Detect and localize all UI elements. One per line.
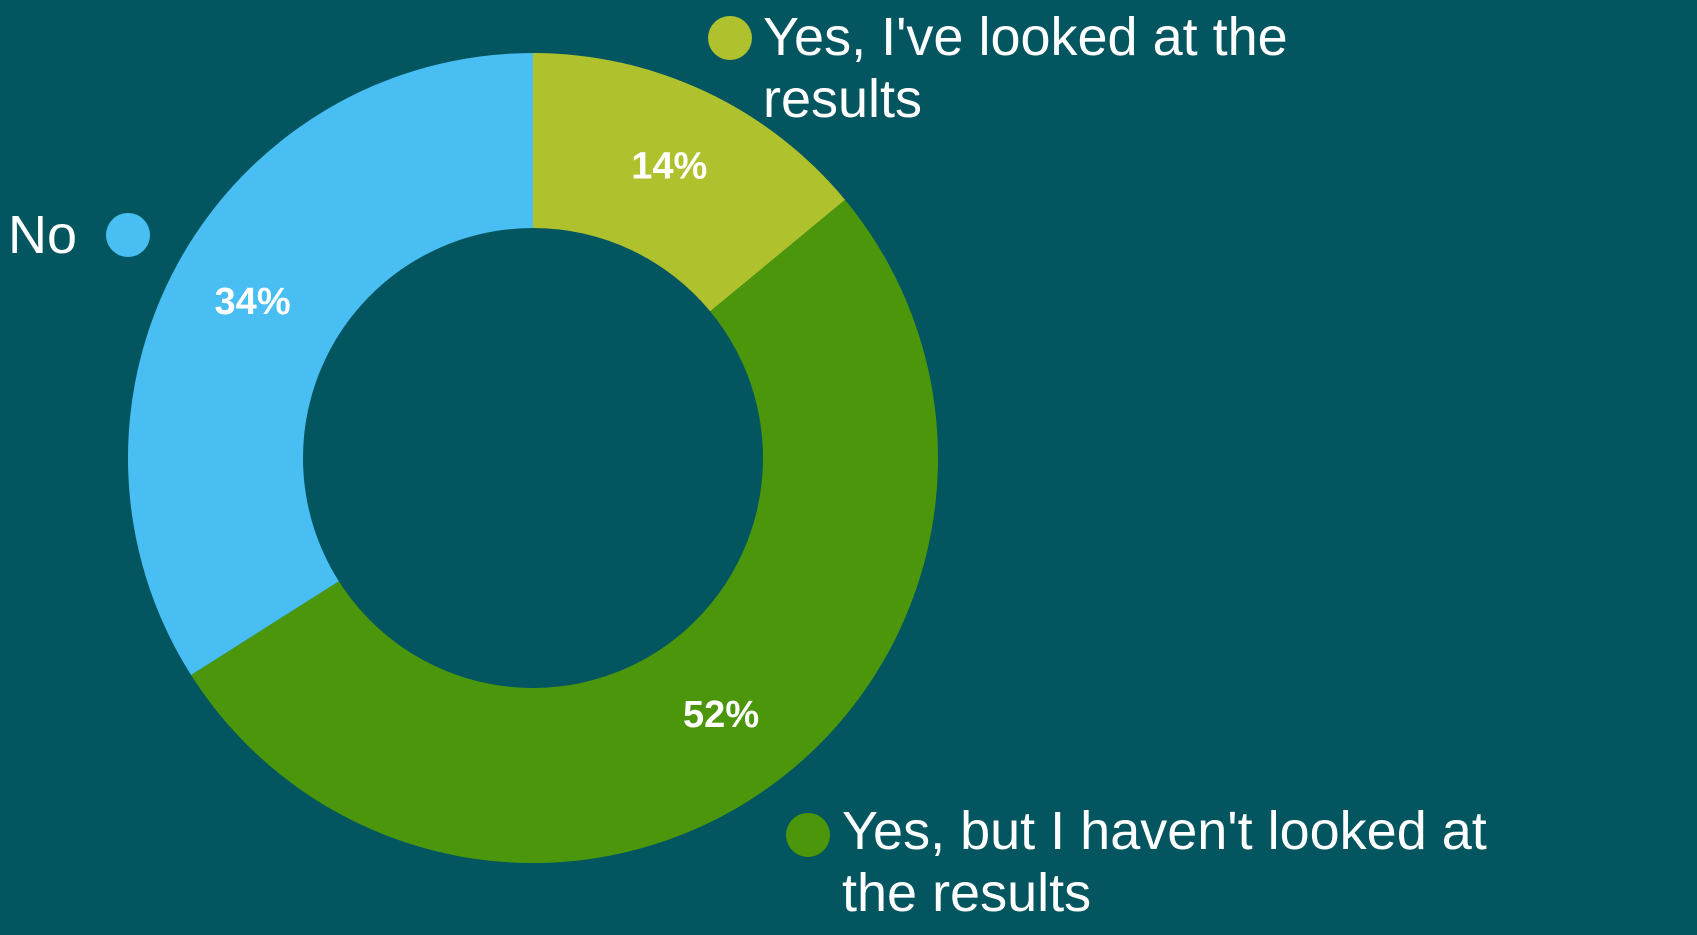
legend-label-no: No [8, 204, 77, 266]
legend-label-not-looked: Yes, but I haven't looked at the results [842, 800, 1487, 924]
legend-marker-looked [708, 16, 752, 60]
slice-looked [533, 53, 846, 312]
legend-label-not-looked-line1: Yes, but I haven't looked at [842, 801, 1487, 861]
donut-data-labels: 14% 52% 34% [215, 145, 760, 735]
donut-slices [127, 53, 938, 863]
legend-label-looked-line2: results [763, 69, 923, 129]
legend-label-looked: Yes, I've looked at the results [763, 6, 1288, 130]
data-label-no: 34% [215, 281, 291, 323]
legend-label-not-looked-line2: the results [842, 863, 1092, 923]
slice-not-looked [191, 199, 938, 863]
legend-label-no-text: No [8, 205, 78, 265]
data-label-not-looked: 52% [683, 694, 759, 736]
legend-marker-not-looked [786, 813, 830, 857]
data-label-looked: 14% [631, 145, 707, 187]
legend-label-looked-line1: Yes, I've looked at the [763, 7, 1288, 67]
legend-marker-no [106, 213, 150, 257]
slice-no [127, 53, 534, 676]
